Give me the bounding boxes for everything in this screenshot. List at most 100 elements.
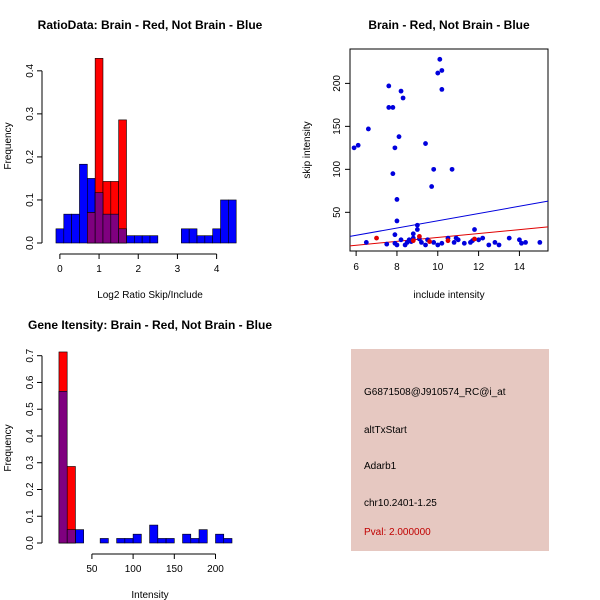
not-brain-point <box>480 235 486 241</box>
scatter-x-tick-label: 14 <box>514 262 526 273</box>
ratio-x-tick-label: 3 <box>175 264 181 275</box>
gene-y-tick-label: 0.3 <box>25 455 36 469</box>
scatter-x-axis-label: include intensity <box>413 290 484 301</box>
gene-axes: 50 100 150 200 0.0 0.1 0.2 0.3 0.4 0.5 0.6 0.7 <box>25 348 224 575</box>
gene-bar-overlap <box>66 529 76 544</box>
ratio-bar-not-brain <box>149 235 159 244</box>
scatter-axes: 6 8 10 12 14 50 100 150 200 <box>332 75 525 273</box>
not-brain-point <box>461 240 467 246</box>
gene-chart-title: Gene Itensity: Brain - Red, Not Brain - … <box>28 318 272 332</box>
ratio-bar-not-brain <box>212 228 221 244</box>
gene-x-tick-label: 150 <box>166 564 183 575</box>
not-brain-point <box>363 240 369 245</box>
not-brain-point <box>386 105 392 110</box>
scatter-y-tick-label: 150 <box>332 118 343 135</box>
gene-bar-not-brain <box>165 538 175 544</box>
not-brain-point <box>414 227 420 232</box>
not-brain-point <box>429 184 435 189</box>
scatter-y-axis-label: skip intensity <box>302 121 313 178</box>
ratio-x-tick-label: 2 <box>135 264 141 275</box>
ratio-x-tick-label: 1 <box>96 264 102 275</box>
gene-name-text: Adarb1 <box>364 461 397 472</box>
brain-point <box>445 238 451 244</box>
ratio-bar-not-brain <box>181 228 190 244</box>
gene-bar-not-brain <box>190 538 200 544</box>
ratio-bar-overlap <box>87 212 96 244</box>
not-brain-point <box>439 68 445 73</box>
info-panel: G6871508@J910574_RC@i_at altTxStart Adar… <box>351 349 549 551</box>
ratio-y-tick-label: 0.2 <box>25 150 36 164</box>
not-brain-point <box>400 95 406 101</box>
not-brain-point <box>437 56 443 62</box>
not-brain-point <box>506 235 512 241</box>
scatter-x-tick-label: 8 <box>394 262 400 273</box>
not-brain-point <box>410 231 416 237</box>
scatter-panel: Brain - Red, Not Brain - Blue 6 8 10 12 14 50… <box>302 18 549 301</box>
ratio-y-axis-label: Frequency <box>3 122 14 169</box>
ratio-bar-not-brain <box>63 213 72 244</box>
probe-id-text: G6871508@J910574_RC@i_at <box>364 387 506 398</box>
not-brain-point <box>390 171 396 177</box>
ratio-bar-not-brain <box>196 235 206 244</box>
ratio-bar-not-brain <box>141 235 151 244</box>
ratio-y-tick-label: 0.1 <box>25 193 36 207</box>
not-brain-point <box>404 240 410 245</box>
not-brain-point <box>384 241 390 247</box>
scatter-plot-box <box>349 48 549 252</box>
not-brain-point <box>431 166 437 172</box>
scatter-y-tick-label: 50 <box>332 206 343 218</box>
gene-bar-not-brain <box>116 538 126 544</box>
ratio-bar-not-brain <box>71 213 80 244</box>
not-brain-point <box>392 232 398 238</box>
scatter-y-tick-label: 100 <box>332 161 343 178</box>
ratio-x-tick-label: 4 <box>214 264 220 275</box>
not-brain-point <box>523 240 528 245</box>
not-brain-point <box>537 240 543 245</box>
gene-bar-not-brain <box>99 538 109 544</box>
gene-y-tick-label: 0.4 <box>25 429 36 443</box>
not-brain-point <box>398 237 404 243</box>
gene-bar-not-brain <box>132 533 142 544</box>
not-brain-point <box>423 141 428 146</box>
not-brain-point <box>472 227 477 232</box>
gene-y-axis-label: Frequency <box>3 424 14 471</box>
pval-text: Pval: 2.000000 <box>364 527 431 538</box>
ratio-bar-not-brain <box>55 228 65 244</box>
ratio-x-tick-label: 0 <box>57 264 63 275</box>
not-brain-point <box>439 240 445 246</box>
ratio-bar-not-brain <box>204 235 213 244</box>
not-brain-point <box>398 88 404 94</box>
gene-y-tick-label: 0.6 <box>25 375 36 389</box>
not-brain-point <box>451 240 457 245</box>
not-brain-point <box>390 105 396 110</box>
gene-x-tick-label: 50 <box>86 564 98 575</box>
gene-bar-not-brain <box>124 538 134 544</box>
gene-bar-not-brain <box>198 529 208 544</box>
scatter-points <box>349 56 549 248</box>
gene-bar-not-brain <box>182 533 192 544</box>
ratio-y-tick-label: 0.0 <box>25 236 36 250</box>
gene-x-tick-label: 200 <box>207 564 224 575</box>
not-brain-point <box>351 145 357 151</box>
ratio-y-tick-label: 0.4 <box>25 63 36 77</box>
gene-y-tick-label: 0.2 <box>25 482 36 496</box>
ratio-bar-brain <box>118 119 127 244</box>
ratio-bar-not-brain <box>220 199 229 244</box>
ratio-x-axis-label: Log2 Ratio Skip/Include <box>97 290 203 301</box>
scatter-y-tick-label: 200 <box>332 75 343 92</box>
ratio-bars <box>55 58 237 244</box>
not-brain-point <box>453 235 459 241</box>
scatter-chart-title: Brain - Red, Not Brain - Blue <box>368 18 530 32</box>
not-brain-point <box>355 142 361 148</box>
not-brain-point <box>486 242 492 248</box>
gene-bar-not-brain <box>75 529 84 544</box>
not-brain-point <box>519 240 524 246</box>
not-brain-point <box>394 218 400 224</box>
ratio-bar-overlap <box>118 228 127 244</box>
gene-bars <box>58 351 233 544</box>
gene-bar-not-brain <box>223 538 233 544</box>
scatter-x-tick-label: 12 <box>473 262 485 273</box>
gene-bar-not-brain <box>215 533 225 544</box>
brain-point <box>472 236 477 242</box>
